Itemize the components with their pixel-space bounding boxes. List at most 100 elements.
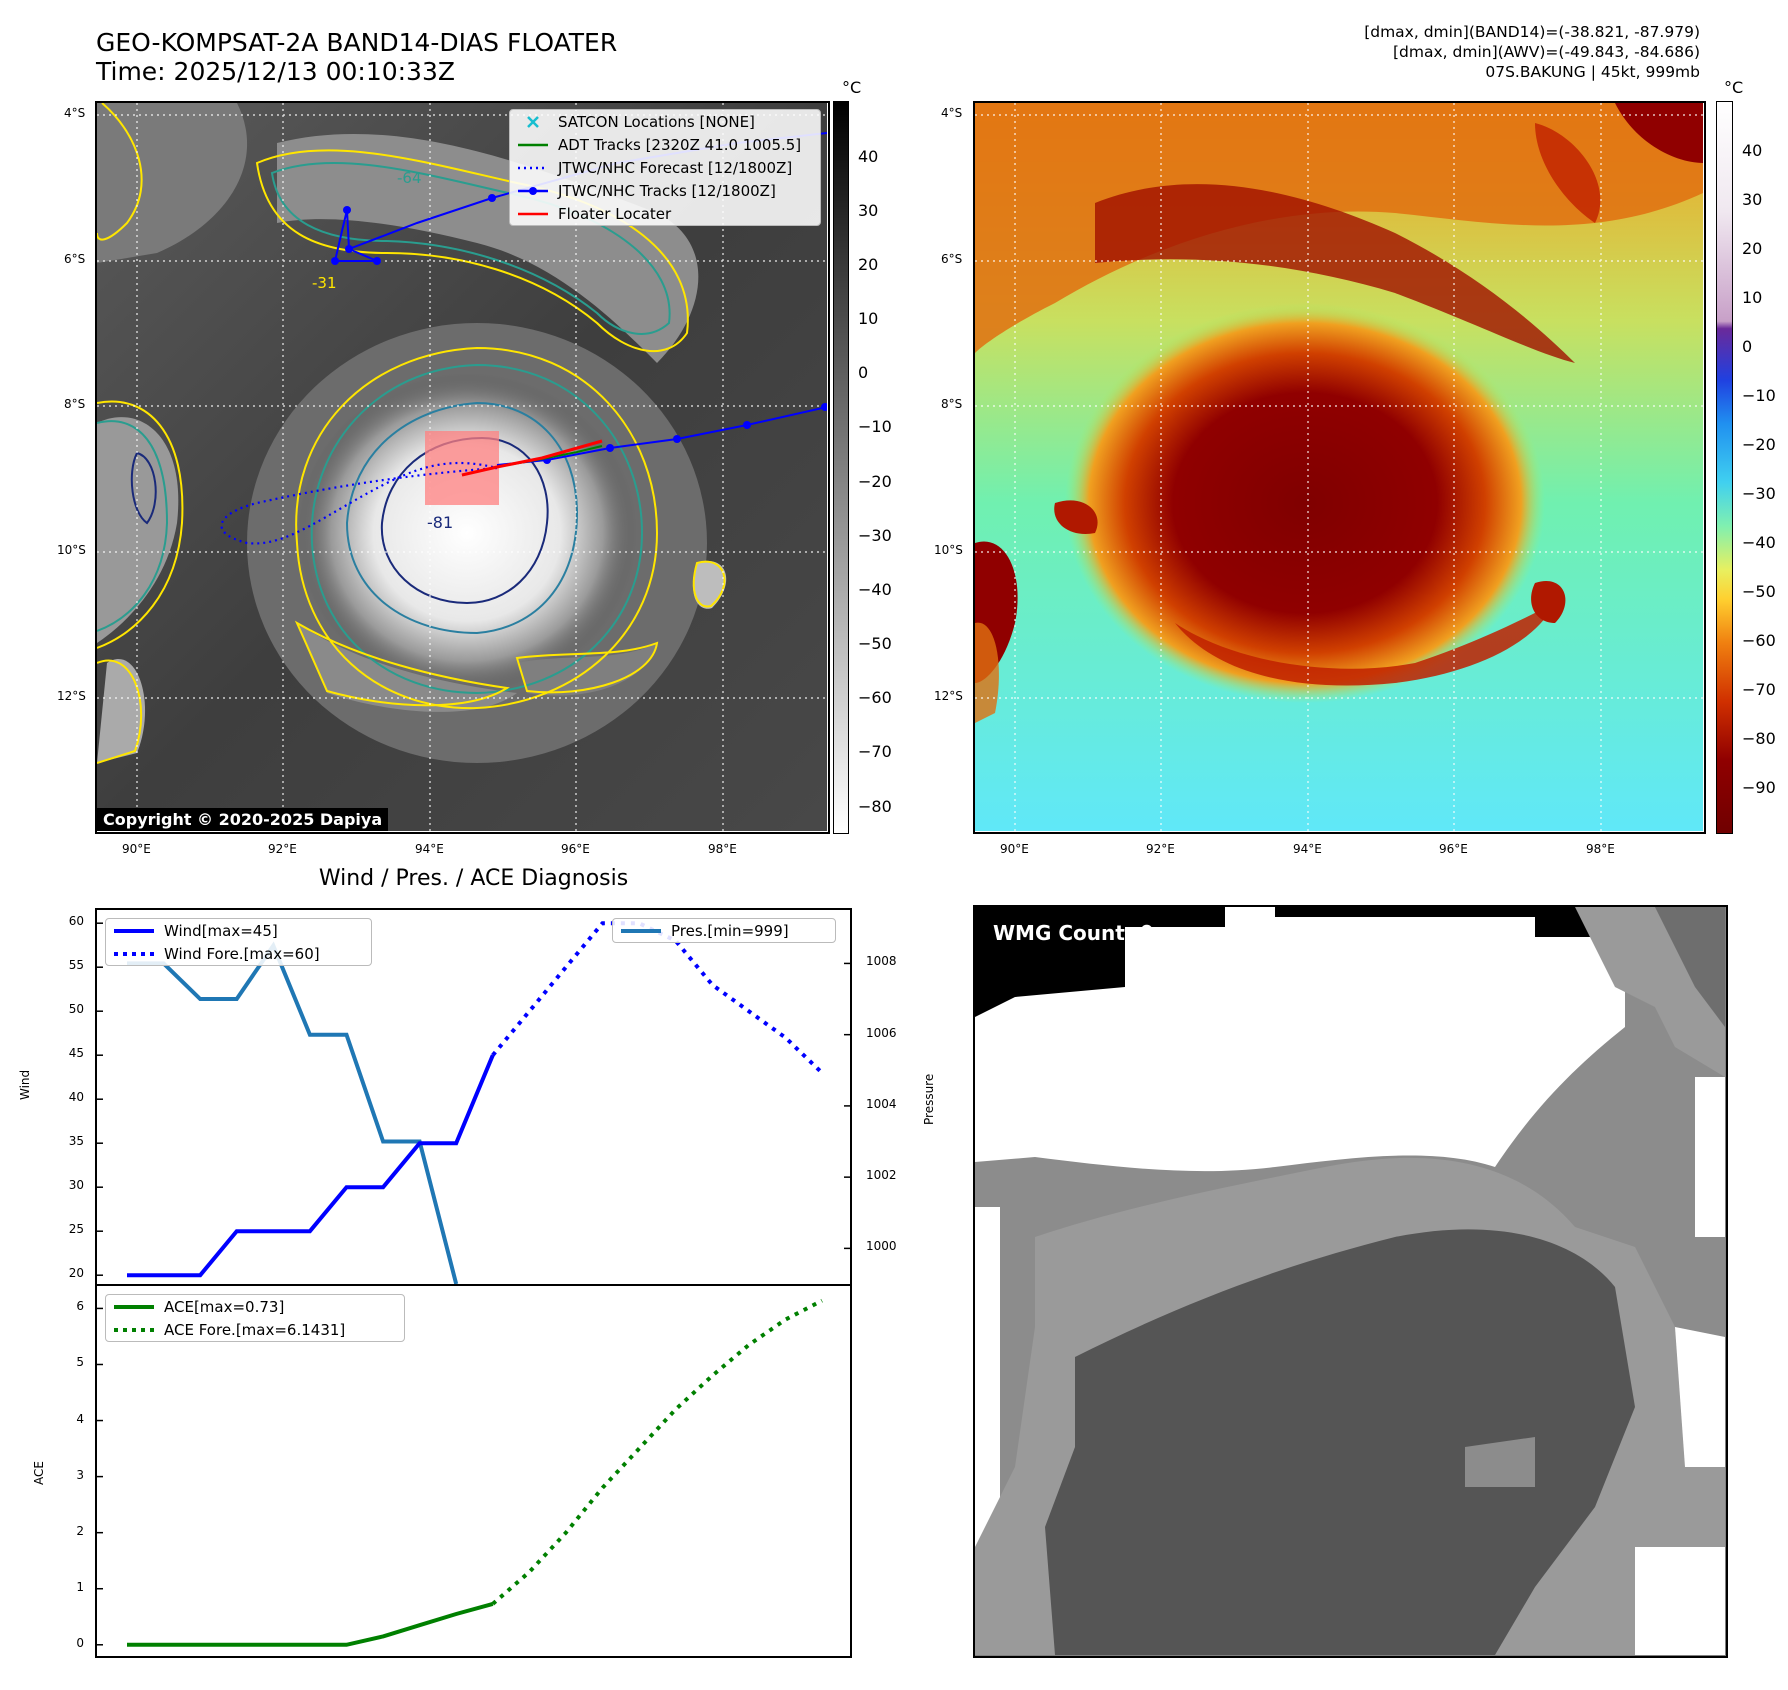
legend-label: Wind[max=45] [164,921,278,940]
y-tick-label: 2 [76,1523,84,1538]
wind-pressure-chart: Wind[max=45] Wind Fore.[max=60] Pres.[mi… [95,908,852,1286]
awv-cb-tick: −10 [1742,386,1776,405]
y-tick-label: 0 [76,1635,84,1650]
ir-map-panel: -81 -31 -64 SATCON Locations [NONE] ADT … [95,101,830,834]
awv-cb-tick: 20 [1742,239,1763,258]
ir-colorbar [833,101,849,834]
jtwc-forecast-track [220,461,498,545]
y-tick-label: 55 [68,958,84,973]
figure-timestamp: Time: 2025/12/13 00:10:33Z [96,57,455,86]
ir-lon-tick: 90°E [122,842,151,856]
awv-cb-tick: −40 [1742,533,1776,552]
contour-label-64: -64 [397,169,422,187]
wmg-count-label: WMG Count: 0 [993,921,1154,945]
wind-legend: Wind[max=45] Wind Fore.[max=60] [105,918,372,966]
y-tick-label: 35 [68,1134,84,1149]
legend-item-ace: ACE[max=0.73] [106,1295,404,1318]
legend-label: Floater Locater [558,204,672,223]
y-tick-label: 1008 [866,954,897,969]
ir-cb-tick: 0 [858,363,869,382]
legend-label: ACE Fore.[max=6.1431] [164,1320,346,1339]
y-tick-label: 6 [76,1299,84,1314]
awv-cb-tick: −80 [1742,729,1776,748]
ace-y-ticks: 6 5 4 3 2 1 0 [40,1284,90,1658]
awv-cb-tick: −20 [1742,435,1776,454]
legend-item-wind-forecast: Wind Fore.[max=60] [106,942,371,965]
info-awv-range: [dmax, dmin](AWV)=(-49.843, -84.686) [1393,43,1700,61]
y-tick-label: 3 [76,1467,84,1482]
ir-cb-tick: −50 [858,634,892,653]
solid-line-icon [114,1304,154,1309]
ir-cb-tick: −30 [858,526,892,545]
info-storm-summary: 07S.BAKUNG | 45kt, 999mb [1485,63,1700,81]
wind-series [127,1054,495,1278]
awv-lon-tick: 90°E [1000,842,1029,856]
wind-pressure-plot [97,921,850,1284]
ir-cb-tick: −70 [858,742,892,761]
ir-cb-tick: −20 [858,472,892,491]
legend-label: Pres.[min=999] [671,921,789,940]
awv-cb-tick: 30 [1742,190,1763,209]
pressure-y-ticks: 1008 1006 1004 1002 1000 [860,908,920,1286]
awv-cb-tick: −50 [1742,582,1776,601]
awv-cb-tick: −70 [1742,680,1776,699]
awv-lon-tick: 92°E [1146,842,1175,856]
awv-colorbar-ticks: 40 30 20 10 0 −10 −20 −30 −40 −50 −60 −7… [1742,101,1788,834]
ace-plot [97,1298,823,1647]
awv-map-panel [973,101,1706,834]
solid-line-icon [621,928,661,933]
legend-label: SATCON Locations [NONE] [558,112,755,131]
ir-colorbar-unit: °C [842,78,862,97]
y-tick-label: 5 [76,1355,84,1370]
awv-lon-tick: 96°E [1439,842,1468,856]
ir-cb-tick: −40 [858,580,892,599]
legend-item-wind: Wind[max=45] [106,919,371,942]
ir-lon-tick: 98°E [708,842,737,856]
y-tick-label: 4 [76,1411,84,1426]
solid-line-icon [114,928,154,933]
ace-chart: ACE[max=0.73] ACE Fore.[max=6.1431] [95,1284,852,1658]
awv-lon-tick: 94°E [1293,842,1322,856]
copyright-label: Copyright © 2020-2025 Dapiya [97,808,389,831]
legend-label: ADT Tracks [2320Z 41.0 1005.5] [558,135,802,154]
awv-colorbar [1716,101,1733,834]
contour-label-31: -31 [312,274,337,292]
legend-label: Wind Fore.[max=60] [164,944,320,963]
y-tick-label: 1006 [866,1025,897,1040]
y-tick-label: 1000 [866,1239,897,1254]
awv-cb-tick: −90 [1742,778,1776,797]
wind-y-ticks: 60 55 50 45 40 35 30 25 20 [40,908,90,1286]
y-tick-label: 1004 [866,1096,897,1111]
legend-item-floater: Floater Locater [510,202,820,225]
legend-label: JTWC/NHC Tracks [12/1800Z] [558,181,776,200]
awv-lat-tick: 8°S [941,397,963,411]
y-tick-label: 30 [68,1178,84,1193]
x-marker-icon [527,115,539,128]
ir-cb-tick: 30 [858,201,879,220]
ir-lon-tick: 94°E [415,842,444,856]
figure-title: GEO-KOMPSAT-2A BAND14-DIAS FLOATER [96,28,618,57]
ir-cb-tick: 20 [858,255,879,274]
awv-lon-tick: 98°E [1586,842,1615,856]
y-tick-label: 60 [68,914,84,929]
y-tick-label: 1 [76,1579,84,1594]
solid-line-icon [518,212,548,215]
ir-cb-tick: −10 [858,417,892,436]
ace-legend: ACE[max=0.73] ACE Fore.[max=6.1431] [105,1294,405,1342]
pressure-legend: Pres.[min=999] [612,918,836,943]
awv-lat-tick: 4°S [941,106,963,120]
y-tick-label: 25 [68,1222,84,1237]
legend-item-jtwc-tracks: JTWC/NHC Tracks [12/1800Z] [510,179,820,202]
awv-lat-tick: 10°S [934,543,963,557]
awv-cb-tick: 10 [1742,288,1763,307]
legend-item-adt: ADT Tracks [2320Z 41.0 1005.5] [510,133,820,156]
ir-lon-tick: 96°E [561,842,590,856]
ace-series [127,1601,494,1647]
ir-lat-tick: 10°S [57,543,86,557]
ir-cb-tick: 40 [858,147,879,166]
ir-lat-tick: 12°S [57,689,86,703]
ir-cb-tick: 10 [858,309,879,328]
y-tick-label: 1002 [866,1168,897,1183]
ir-lat-tick: 8°S [64,397,86,411]
pressure-axis-label: Pressure [922,1073,936,1125]
